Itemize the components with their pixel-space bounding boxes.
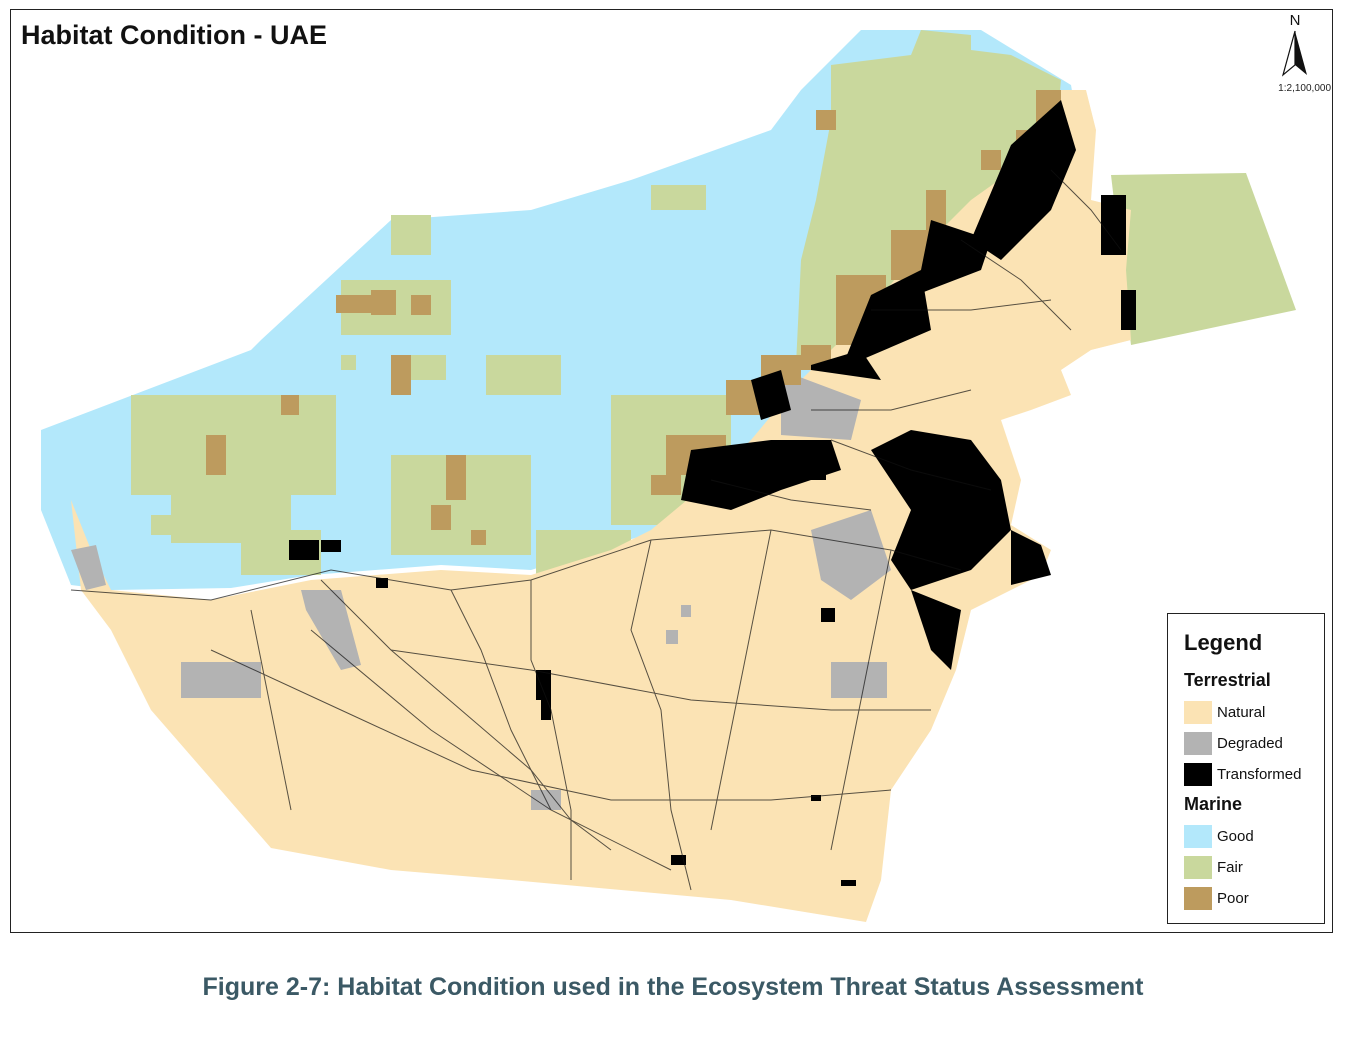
legend-group-marine: Marine bbox=[1184, 794, 1243, 814]
legend-swatch-fair bbox=[1184, 855, 1212, 879]
legend-item-good: Good bbox=[1184, 824, 1254, 848]
north-arrow-icon bbox=[1281, 30, 1307, 77]
legend-title: Legend bbox=[1184, 630, 1263, 655]
legend-label: Poor bbox=[1217, 889, 1249, 907]
legend-item-degraded: Degraded bbox=[1184, 731, 1283, 755]
legend-label: Good bbox=[1217, 827, 1254, 845]
legend-group-terrestrial: Terrestrial bbox=[1184, 670, 1271, 690]
legend-item-natural: Natural bbox=[1184, 700, 1265, 724]
legend-label: Degraded bbox=[1217, 734, 1283, 752]
legend-label: Natural bbox=[1217, 703, 1266, 721]
habitat-map bbox=[41, 30, 1296, 922]
terrestrial-degraded-areas bbox=[71, 370, 891, 810]
map-legend: Legend Terrestrial Natural Degraded Tran… bbox=[1167, 613, 1325, 924]
legend-item-fair: Fair bbox=[1184, 855, 1243, 879]
legend-swatch-poor bbox=[1184, 886, 1212, 910]
legend-item-transformed: Transformed bbox=[1184, 762, 1301, 786]
legend-item-poor: Poor bbox=[1184, 886, 1249, 910]
legend-swatch-natural bbox=[1184, 700, 1212, 724]
map-scale: 1:2,100,000 bbox=[1278, 83, 1331, 94]
legend-swatch-good bbox=[1184, 824, 1212, 848]
terrestrial-natural-area bbox=[71, 90, 1131, 922]
legend-swatch-transformed bbox=[1184, 762, 1212, 786]
north-label: N bbox=[1289, 12, 1301, 29]
map-title: Habitat Condition - UAE bbox=[21, 20, 327, 50]
legend-label: Transformed bbox=[1217, 765, 1302, 783]
north-arrow: N bbox=[1280, 12, 1310, 82]
figure-caption: Figure 2-7: Habitat Condition used in th… bbox=[202, 973, 1144, 1001]
legend-swatch-degraded bbox=[1184, 731, 1212, 755]
map-frame: Habitat Condition - UAE N 1:2,100,000 Le… bbox=[10, 9, 1333, 933]
road-network bbox=[70, 169, 1122, 891]
terrestrial-transformed-areas bbox=[289, 100, 1136, 886]
legend-label: Fair bbox=[1217, 858, 1243, 876]
